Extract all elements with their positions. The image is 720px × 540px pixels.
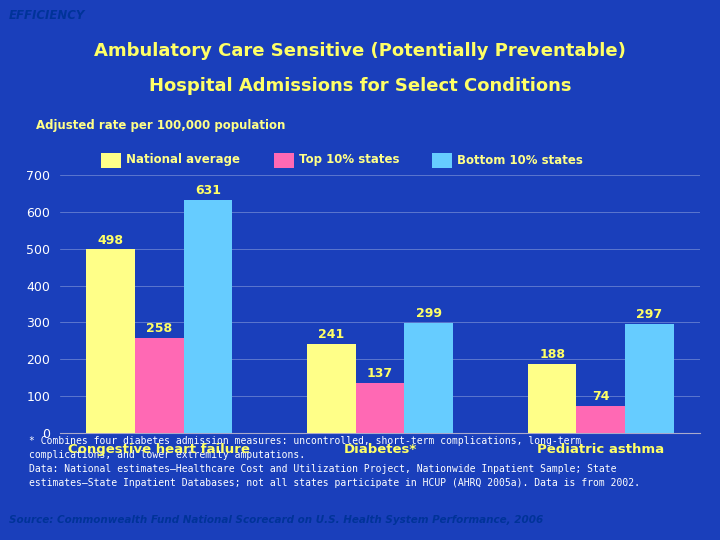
Bar [528,364,577,433]
Text: 74: 74 [592,390,609,403]
Text: * Combines four diabetes admission measures: uncontrolled, short-term complicati: * Combines four diabetes admission measu… [29,436,640,488]
Text: 299: 299 [415,307,441,320]
Text: Ambulatory Care Sensitive (Potentially Preventable): Ambulatory Care Sensitive (Potentially P… [94,42,626,60]
Bar [135,338,184,433]
Bar [356,382,404,433]
Text: 258: 258 [146,322,172,335]
Text: Bottom 10% states: Bottom 10% states [457,153,583,166]
Text: 241: 241 [318,328,345,341]
Bar [184,200,232,433]
Bar [101,152,121,167]
Bar [86,249,135,433]
Text: Hospital Admissions for Select Conditions: Hospital Admissions for Select Condition… [149,77,571,95]
Text: 188: 188 [539,348,565,361]
Bar [307,344,356,433]
Text: 498: 498 [98,233,124,246]
Bar [274,152,294,167]
Bar [432,152,452,167]
Text: EFFICIENCY: EFFICIENCY [9,9,85,22]
Text: 631: 631 [195,185,221,198]
Text: Top 10% states: Top 10% states [299,153,400,166]
Text: Adjusted rate per 100,000 population: Adjusted rate per 100,000 population [36,119,285,132]
Text: 137: 137 [367,367,393,380]
Bar [404,323,453,433]
Text: Source: Commonwealth Fund National Scorecard on U.S. Health System Performance, : Source: Commonwealth Fund National Score… [9,515,543,525]
Bar [625,323,673,433]
Bar [577,406,625,433]
Text: 297: 297 [636,308,662,321]
Text: National average: National average [126,153,240,166]
